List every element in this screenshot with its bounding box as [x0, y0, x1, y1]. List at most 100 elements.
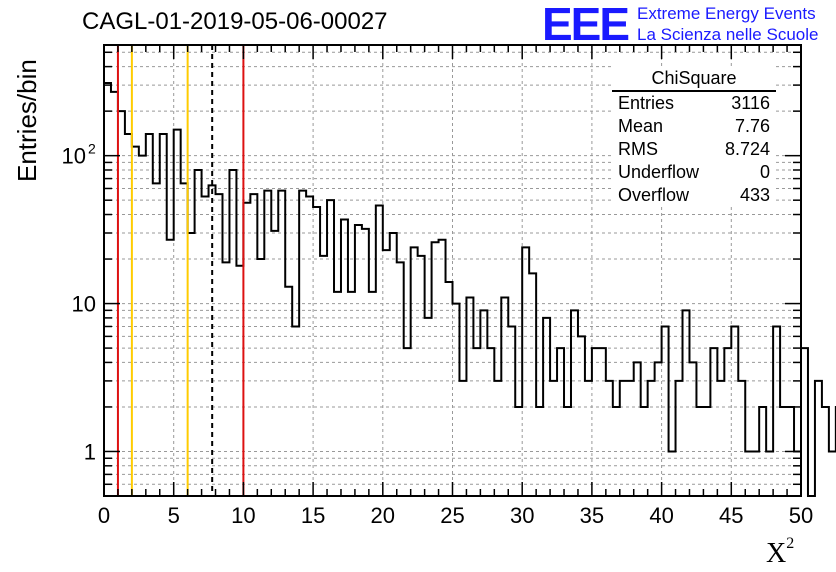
- histogram-bin: [446, 282, 453, 496]
- histogram-bin: [390, 233, 397, 496]
- stats-key: Overflow: [618, 185, 690, 205]
- histogram-bin: [557, 348, 564, 496]
- histogram-bin: [508, 326, 515, 496]
- histogram-bin: [571, 310, 578, 496]
- stats-value: 0: [759, 162, 770, 182]
- reference-lines: [116, 45, 245, 496]
- histogram-bin: [257, 259, 264, 496]
- histogram-bin: [243, 203, 250, 496]
- x-tick-label: 20: [371, 503, 395, 528]
- histogram-bin: [383, 250, 390, 496]
- x-axis-label: X2: [766, 535, 794, 570]
- y-tick-label-sup: 2: [88, 141, 96, 157]
- stats-row: Underflow 0: [612, 161, 776, 184]
- stats-row: Mean 7.76: [612, 115, 776, 138]
- y-axis-label-text: Entries/bin: [12, 59, 42, 182]
- histogram-bin: [689, 362, 696, 496]
- histogram-bin: [648, 381, 655, 496]
- histogram-bin: [181, 183, 188, 496]
- x-tick-label: 45: [719, 503, 743, 528]
- stats-key: Underflow: [618, 162, 700, 182]
- histogram-bin: [299, 191, 306, 496]
- histogram-bin: [104, 83, 111, 496]
- histogram-bin: [585, 381, 592, 496]
- histogram-bin: [188, 233, 195, 496]
- stats-box: ChiSquare Entries 3116 Mean 7.76 RMS 8.7…: [612, 66, 776, 207]
- histogram-bin: [111, 92, 118, 496]
- histogram-bin: [264, 191, 271, 496]
- histogram-bin: [132, 147, 139, 496]
- x-tick-label: 0: [98, 503, 110, 528]
- histogram-bin: [801, 348, 808, 496]
- histogram-bin: [292, 326, 299, 496]
- histogram-bin: [717, 381, 724, 496]
- histogram-bin: [738, 381, 745, 496]
- histogram-bin: [209, 185, 216, 496]
- x-tick-label: 40: [649, 503, 673, 528]
- stats-key: Mean: [618, 116, 664, 136]
- stats-value: 7.76: [734, 116, 770, 136]
- histogram-bin: [599, 348, 606, 496]
- histogram-bin: [676, 381, 683, 496]
- histogram-bin: [773, 326, 780, 496]
- x-axis-label-sup: 2: [786, 535, 795, 552]
- x-tick-label: 25: [440, 503, 464, 528]
- histogram-bin: [439, 240, 446, 496]
- histogram-bin: [355, 225, 362, 496]
- histogram-bin: [627, 381, 634, 496]
- histogram-bin: [229, 170, 236, 496]
- x-axis-label-text: X: [766, 538, 787, 569]
- histogram-bin: [710, 348, 717, 496]
- histogram-bin: [341, 220, 348, 496]
- y-tick-label: 10: [72, 292, 96, 317]
- histogram-bin: [529, 273, 536, 496]
- stats-value: 3116: [731, 93, 770, 113]
- y-tick-label: 1: [84, 439, 96, 464]
- logo-text-line2: La Scienza nelle Scuole: [637, 25, 819, 44]
- histogram-bin: [195, 170, 202, 496]
- histogram-bin: [250, 194, 257, 496]
- histogram-bin: [271, 231, 278, 496]
- histogram-bin: [459, 381, 466, 496]
- x-tick-label: 35: [580, 503, 604, 528]
- histogram-bin: [620, 381, 627, 496]
- histogram-bin: [216, 194, 223, 496]
- histogram-bin: [153, 183, 160, 496]
- histogram-bin: [655, 362, 662, 496]
- histogram-bin: [731, 326, 738, 496]
- histogram-bin: [683, 310, 690, 496]
- histogram-bin: [578, 336, 585, 496]
- stats-title: ChiSquare: [612, 66, 776, 92]
- histogram-bin: [634, 362, 641, 496]
- histogram-bin: [494, 381, 501, 496]
- histogram-bin: [376, 206, 383, 496]
- x-tick-label: 15: [301, 503, 325, 528]
- stats-row: Entries 3116: [612, 92, 776, 115]
- stats-row: Overflow 433: [612, 184, 776, 207]
- stats-key: RMS: [618, 139, 658, 159]
- histogram-bin: [397, 262, 404, 496]
- histogram-bin: [550, 381, 557, 496]
- histogram-bin: [822, 407, 829, 496]
- histogram-bin: [404, 348, 411, 496]
- x-tick-label: 50: [789, 503, 813, 528]
- histogram-bin: [487, 348, 494, 496]
- stats-value: 8.724: [724, 139, 770, 159]
- x-tick-label: 10: [231, 503, 255, 528]
- histogram-bin: [418, 256, 425, 496]
- histogram-bin: [222, 262, 229, 496]
- x-tick-label: 5: [168, 503, 180, 528]
- grid-lines: [104, 45, 801, 496]
- x-tick-label: 30: [510, 503, 534, 528]
- y-tick-label: 10: [62, 144, 86, 169]
- histogram-bin: [592, 348, 599, 496]
- histogram-bin: [662, 326, 669, 496]
- logo-mark: EEE: [542, 0, 630, 50]
- histogram-bin: [320, 256, 327, 496]
- histogram-bin: [167, 240, 174, 496]
- histogram-bin: [606, 381, 613, 496]
- histogram-bin: [724, 348, 731, 496]
- histogram-bin: [473, 348, 480, 496]
